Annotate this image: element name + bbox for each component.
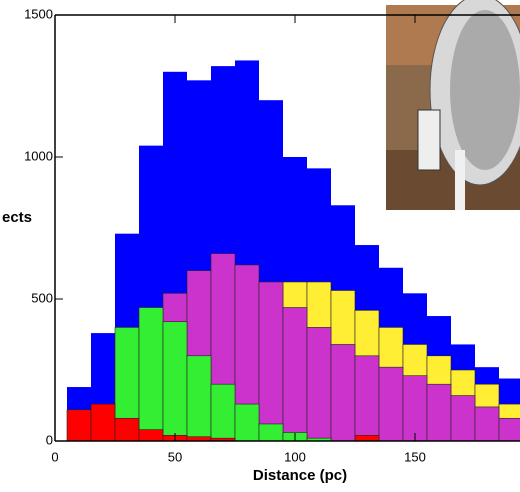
histogram-bar: [354, 355, 380, 442]
x-tick-label: 100: [284, 449, 306, 464]
plot-area: [66, 60, 520, 442]
histogram-bar: [330, 344, 356, 442]
histogram-bar: [498, 417, 520, 442]
histogram-bar: [378, 366, 404, 442]
histogram-bar: [282, 307, 308, 442]
y-tick-label: 0: [46, 432, 53, 447]
x-tick-label: 150: [404, 449, 426, 464]
histogram-bar: [474, 406, 500, 442]
histogram-bar: [186, 355, 212, 442]
y-tick-label: 500: [31, 290, 53, 305]
histogram-bar: [306, 327, 332, 442]
y-tick-label: 1000: [24, 148, 53, 163]
y-tick-label: 1500: [24, 6, 53, 21]
histogram-bar: [450, 395, 476, 442]
histogram-bar: [138, 429, 164, 442]
dish-inner: [450, 10, 520, 170]
dish-mount: [417, 109, 441, 171]
histogram-bar: [354, 435, 380, 442]
dish-pillar: [455, 150, 465, 210]
histogram-bar: [258, 281, 284, 442]
histogram-bar: [234, 403, 260, 442]
histogram-bar: [426, 383, 452, 442]
x-tick-label: 0: [51, 449, 58, 464]
x-tick-label: 50: [168, 449, 182, 464]
y-axis-label: ects: [2, 209, 32, 226]
inset-photo: [386, 0, 520, 210]
histogram-bar: [162, 321, 188, 442]
histogram-bar: [258, 423, 284, 442]
histogram-bar: [90, 403, 116, 442]
histogram-bar: [114, 417, 140, 442]
histogram-bar: [210, 383, 236, 442]
histogram-bar: [402, 375, 428, 442]
x-axis-label: Distance (pc): [253, 467, 347, 484]
histogram-bar: [66, 409, 92, 442]
histogram-bar: [138, 307, 164, 442]
